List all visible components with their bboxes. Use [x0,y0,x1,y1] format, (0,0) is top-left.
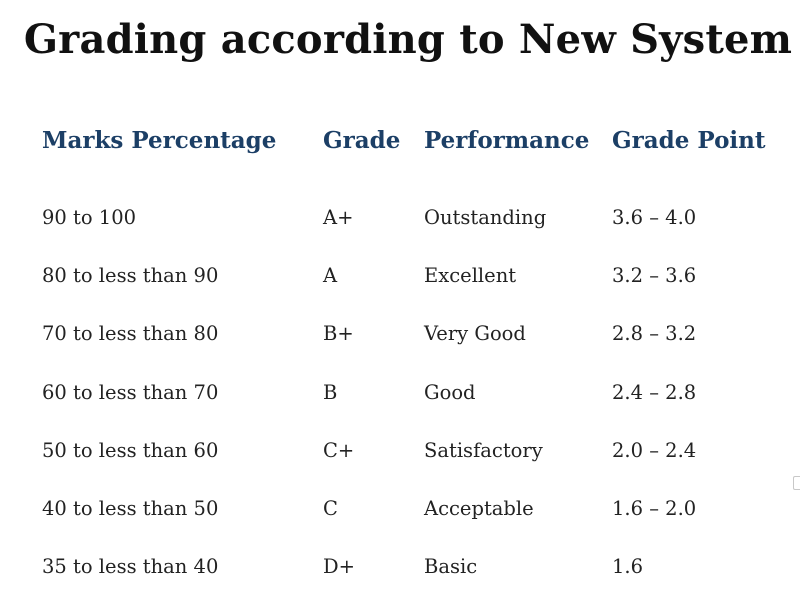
table-row: 50 to less than 60 C+ Satisfactory 2.0 –… [42,421,782,479]
cell-grade-point: 1.6 [612,555,644,579]
cell-marks: 80 to less than 90 [42,263,219,287]
cell-marks: 50 to less than 60 [42,438,219,462]
scroll-edge-handle[interactable] [793,476,800,490]
cell-marks: 90 to 100 [42,205,137,229]
cell-marks: 60 to less than 70 [42,380,219,404]
cell-performance: Good [424,380,476,404]
cell-performance: Outstanding [424,205,547,229]
cell-grade-point: 3.6 – 4.0 [612,205,697,229]
cell-grade: B+ [323,322,354,346]
table-row: 35 to less than 40 D+ Basic 1.6 [42,538,782,596]
cell-grade: A [323,263,338,287]
cell-grade-point: 2.0 – 2.4 [612,438,697,462]
cell-grade: D+ [323,555,355,579]
cell-marks: 70 to less than 80 [42,322,219,346]
header-performance: Performance [424,126,590,154]
header-marks-percentage: Marks Percentage [42,126,277,154]
table-row: 60 to less than 70 B Good 2.4 – 2.8 [42,363,782,421]
header-spacer [42,162,782,188]
cell-grade: B [323,380,338,404]
cell-grade-point: 1.6 – 2.0 [612,497,697,521]
cell-marks: 35 to less than 40 [42,555,219,579]
cell-marks: 40 to less than 50 [42,497,219,521]
page-title: Grading according to New System [23,16,793,63]
header-grade: Grade [323,126,401,154]
cell-grade-point: 2.4 – 2.8 [612,380,697,404]
cell-performance: Satisfactory [424,438,543,462]
cell-grade: A+ [323,205,354,229]
header-grade-point: Grade Point [612,126,766,154]
cell-performance: Excellent [424,263,517,287]
grading-table: Marks Percentage Grade Performance Grade… [42,118,782,596]
table-row: 40 to less than 50 C Acceptable 1.6 – 2.… [42,479,782,537]
cell-grade: C+ [323,438,355,462]
table-row: 70 to less than 80 B+ Very Good 2.8 – 3.… [42,305,782,363]
table-header-row: Marks Percentage Grade Performance Grade… [42,118,782,162]
cell-grade: C [323,497,338,521]
cell-performance: Acceptable [424,497,534,521]
table-row: 80 to less than 90 A Excellent 3.2 – 3.6 [42,246,782,304]
cell-grade-point: 3.2 – 3.6 [612,263,697,287]
table-row: 90 to 100 A+ Outstanding 3.6 – 4.0 [42,188,782,246]
cell-performance: Very Good [424,322,526,346]
cell-performance: Basic [424,555,478,579]
cell-grade-point: 2.8 – 3.2 [612,322,697,346]
